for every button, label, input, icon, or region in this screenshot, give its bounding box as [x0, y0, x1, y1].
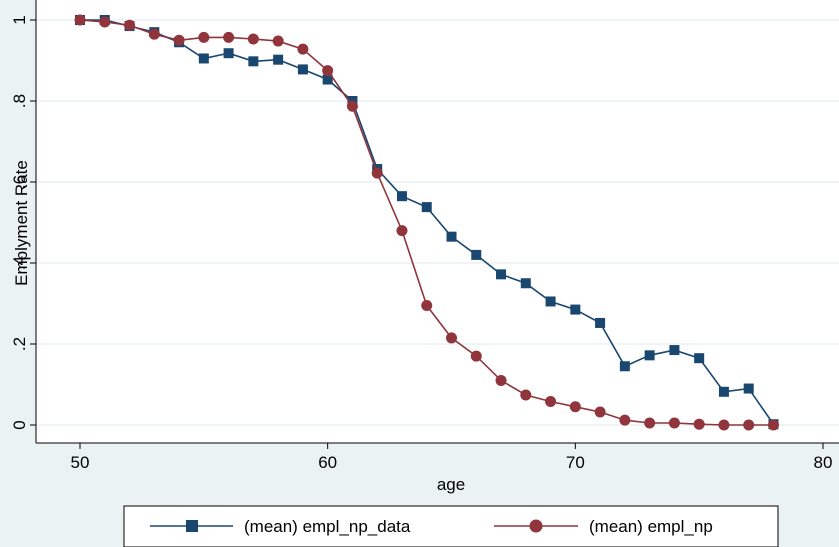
y-axis-title: Emplyment Rate	[12, 160, 31, 286]
data-point-mean-empl-np	[446, 332, 457, 344]
data-point-mean-empl-np	[693, 418, 705, 430]
data-point-mean-empl-np	[594, 406, 606, 418]
x-axis: 50 60 70 80	[36, 442, 839, 472]
data-point-mean-empl-np	[569, 401, 581, 413]
data-point-mean-empl-np	[272, 35, 284, 47]
data-point-mean-empl-np-data	[421, 202, 432, 213]
data-point-mean-empl-np	[470, 350, 482, 362]
legend-label-empl-np: (mean) empl_np	[589, 517, 713, 536]
y-axis: 0 .2 .4 .6 .8 1	[10, 0, 37, 443]
legend-marker-empl-np-data	[186, 520, 198, 532]
data-point-mean-empl-np	[668, 417, 680, 429]
data-point-mean-empl-np-data	[198, 53, 209, 64]
y-tick-label: .6	[10, 175, 29, 189]
data-point-mean-empl-np	[124, 19, 136, 31]
data-point-mean-empl-np-data	[471, 249, 482, 260]
data-point-mean-empl-np	[322, 65, 334, 77]
y-tick-label: 1	[10, 15, 29, 24]
series-layer	[74, 14, 779, 431]
x-tick-label: 60	[318, 453, 337, 472]
data-point-mean-empl-np	[371, 167, 383, 179]
x-tick-label: 70	[566, 453, 585, 472]
legend-item-empl-np: (mean) empl_np	[494, 517, 713, 536]
data-point-mean-empl-np	[767, 419, 779, 431]
data-point-mean-empl-np	[396, 225, 408, 237]
data-point-mean-empl-np-data	[619, 361, 630, 372]
y-tick-label: .4	[10, 256, 29, 270]
data-point-mean-empl-np-data	[669, 345, 680, 356]
data-point-mean-empl-np	[247, 33, 259, 45]
legend-item-empl-np-data: (mean) empl_np_data	[150, 517, 411, 536]
data-point-mean-empl-np	[346, 100, 358, 112]
data-point-mean-empl-np-data	[595, 317, 606, 328]
data-point-mean-empl-np-data	[396, 191, 407, 202]
plot-area	[36, 0, 839, 443]
data-point-mean-empl-np	[644, 417, 656, 429]
data-point-mean-empl-np-data	[273, 54, 284, 65]
data-point-mean-empl-np	[74, 14, 86, 26]
data-point-mean-empl-np-data	[743, 383, 754, 394]
data-point-mean-empl-np	[619, 414, 631, 426]
data-point-mean-empl-np	[223, 31, 235, 43]
data-point-mean-empl-np	[520, 389, 532, 401]
x-tick-label: 80	[814, 453, 833, 472]
data-point-mean-empl-np	[148, 28, 160, 40]
series-mean-empl-np	[74, 14, 779, 431]
data-point-mean-empl-np	[173, 34, 185, 46]
data-point-mean-empl-np	[495, 374, 507, 386]
y-tick-label: 0	[10, 420, 29, 429]
data-point-mean-empl-np-data	[694, 353, 705, 364]
data-point-mean-empl-np	[297, 43, 309, 55]
y-tick-label: .8	[10, 94, 29, 108]
data-point-mean-empl-np-data	[223, 48, 234, 59]
legend: (mean) empl_np_data (mean) empl_np	[123, 505, 779, 547]
y-tick-label: .2	[10, 337, 29, 351]
x-axis-title: age	[437, 475, 465, 494]
data-point-mean-empl-np-data	[297, 64, 308, 75]
data-point-mean-empl-np-data	[570, 304, 581, 315]
data-point-mean-empl-np	[99, 16, 111, 28]
data-point-mean-empl-np	[718, 419, 730, 431]
data-point-mean-empl-np-data	[644, 350, 655, 361]
legend-marker-empl-np	[529, 519, 543, 533]
data-point-mean-empl-np-data	[496, 269, 507, 280]
data-point-mean-empl-np-data	[545, 296, 556, 307]
data-point-mean-empl-np-data	[322, 74, 333, 85]
data-point-mean-empl-np	[198, 31, 210, 43]
data-point-mean-empl-np	[743, 419, 755, 431]
data-point-mean-empl-np-data	[520, 278, 531, 289]
x-tick-label: 50	[71, 453, 90, 472]
data-point-mean-empl-np-data	[248, 56, 259, 67]
data-point-mean-empl-np	[421, 300, 433, 312]
data-point-mean-empl-np	[545, 396, 557, 408]
data-point-mean-empl-np-data	[446, 231, 457, 242]
legend-label-empl-np-data: (mean) empl_np_data	[244, 517, 411, 536]
data-point-mean-empl-np-data	[718, 386, 729, 397]
